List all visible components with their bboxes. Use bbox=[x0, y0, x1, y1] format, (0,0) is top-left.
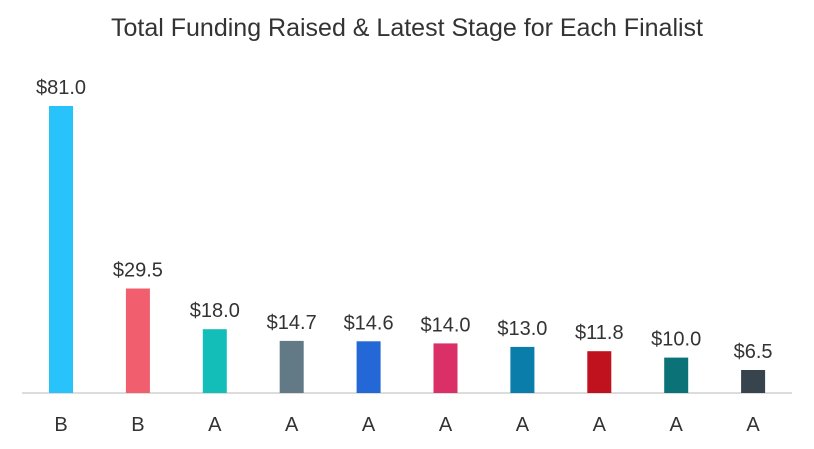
bar-2 bbox=[125, 288, 150, 393]
value-label-8: $11.8 bbox=[575, 322, 624, 344]
value-label-9: $10.0 bbox=[651, 329, 701, 351]
value-label-7: $13.0 bbox=[497, 318, 547, 340]
x-tick-label-6: A bbox=[439, 414, 453, 436]
value-label-6: $14.0 bbox=[420, 314, 470, 336]
bar-1 bbox=[49, 106, 73, 393]
bar-6 bbox=[433, 343, 458, 393]
x-tick-label-2: B bbox=[131, 414, 144, 436]
bar-5 bbox=[356, 341, 381, 393]
value-label-3: $18.0 bbox=[190, 300, 240, 322]
value-label-4: $14.7 bbox=[267, 312, 317, 334]
value-label-10: $6.5 bbox=[734, 341, 773, 363]
bar-3 bbox=[202, 329, 227, 393]
value-label-2: $29.5 bbox=[113, 260, 163, 282]
value-label-1: $81.0 bbox=[36, 77, 86, 99]
x-tick-label-10: A bbox=[746, 414, 760, 436]
x-tick-label-8: A bbox=[593, 414, 607, 436]
x-tick-label-7: A bbox=[516, 414, 530, 436]
bar-8 bbox=[587, 351, 612, 393]
value-label-5: $14.6 bbox=[344, 312, 394, 334]
bar-4 bbox=[279, 340, 304, 393]
x-tick-label-3: A bbox=[208, 414, 222, 436]
bar-9 bbox=[664, 357, 689, 393]
x-tick-label-5: A bbox=[362, 414, 376, 436]
bar-10 bbox=[741, 370, 766, 393]
chart-title: Total Funding Raised & Latest Stage for … bbox=[111, 14, 703, 42]
x-tick-label-1: B bbox=[54, 414, 67, 436]
x-tick-label-9: A bbox=[670, 414, 684, 436]
x-tick-label-4: A bbox=[285, 414, 299, 436]
bar-7 bbox=[510, 346, 535, 393]
